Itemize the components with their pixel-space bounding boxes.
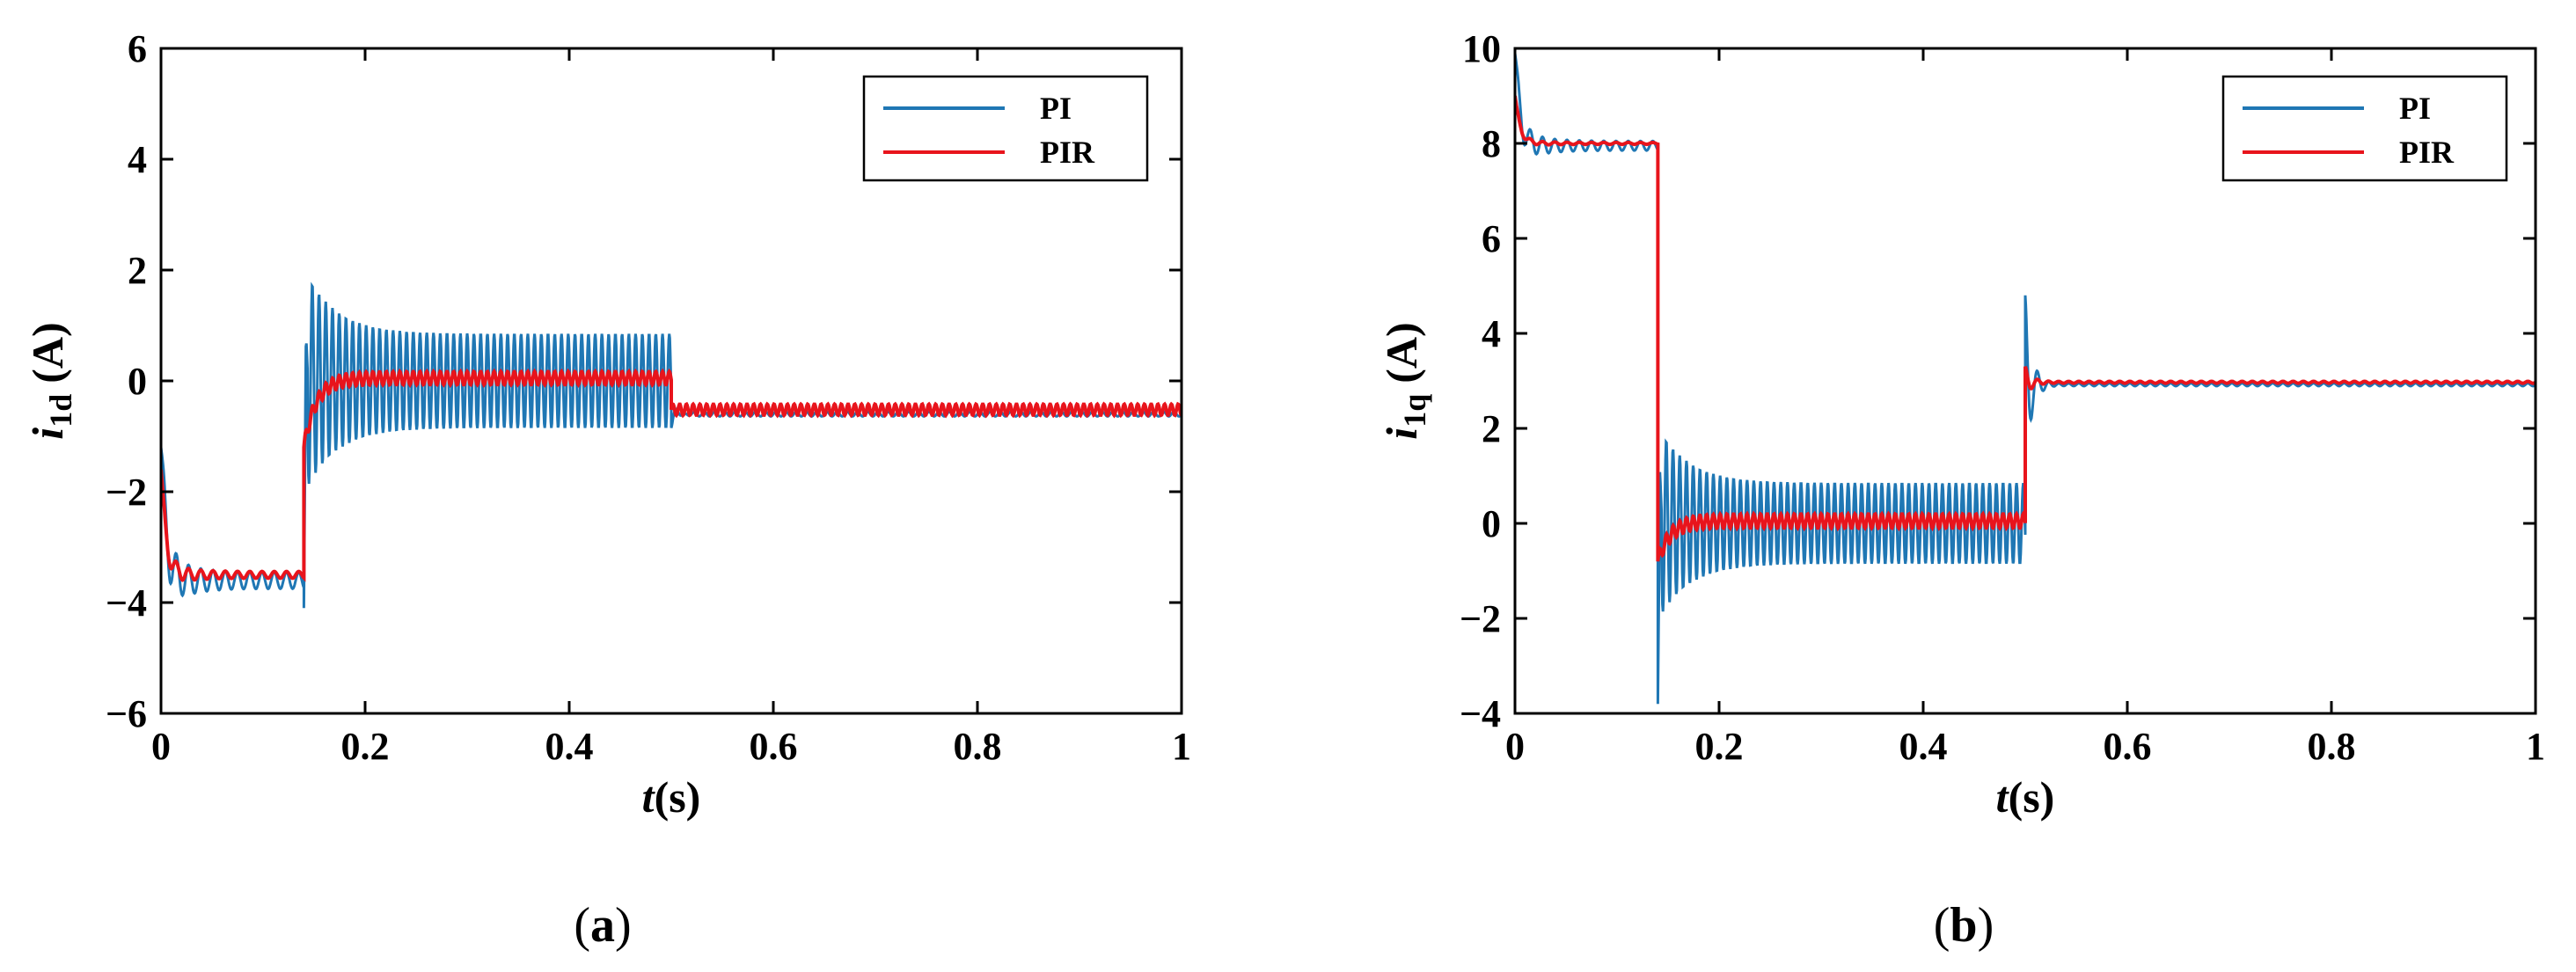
caption-close-a: ) (615, 898, 632, 953)
x-tick-label-b: 0.6 (2104, 725, 2152, 768)
x-axis-label-a: t(s) (642, 772, 701, 822)
y-tick-label-b: 6 (1482, 217, 1501, 260)
x-axis-unit-a: (s) (655, 772, 701, 822)
x-tick-label-a: 0.4 (545, 725, 594, 768)
legend-label-pi-b: PI (2399, 91, 2431, 126)
x-tick-label-b: 0.4 (1899, 725, 1948, 768)
y-axis-var-b: i (1377, 428, 1426, 440)
y-tick-label-b: 2 (1482, 407, 1501, 450)
caption-close-b: ) (1978, 898, 1994, 953)
x-tick-label-a: 0.8 (954, 725, 1002, 768)
y-tick-label-a: 0 (128, 360, 147, 403)
series-line-pi-a (161, 281, 1182, 609)
y-axis-var-a: i (23, 428, 72, 440)
legend-label-pi-a: PI (1040, 91, 1072, 126)
x-axis-var-a: t (642, 772, 656, 822)
y-tick-label-b: 4 (1482, 312, 1501, 355)
x-tick-label-b: 0.8 (2308, 725, 2356, 768)
legend-label-pir-b: PIR (2399, 135, 2455, 170)
y-tick-label-a: −6 (106, 692, 147, 735)
y-axis-label-b: i1q (A) (1377, 322, 1432, 439)
legend-box-a (862, 75, 1149, 182)
y-tick-label-a: 4 (128, 138, 147, 181)
panel-caption-b: (b) (1934, 898, 1994, 953)
x-tick-label-b: 0 (1505, 725, 1525, 768)
y-tick-label-b: 0 (1482, 502, 1501, 545)
y-tick-label-b: −2 (1460, 597, 1501, 640)
x-tick-label-a: 0 (151, 725, 171, 768)
y-axis-sub-a: 1d (43, 394, 78, 428)
x-tick-label-a: 0.2 (341, 725, 390, 768)
caption-open-a: ( (574, 898, 590, 953)
y-axis-label-a: i1d (A) (23, 322, 78, 439)
series-line-pir-b (1515, 95, 2536, 562)
legend-b: PI PIR (2221, 75, 2508, 182)
x-tick-label-b: 0.2 (1695, 725, 1744, 768)
y-axis-sub-b: 1q (1397, 394, 1432, 428)
x-axis-label-b: t(s) (1996, 772, 2055, 822)
legend-a: PI PIR (862, 75, 1149, 182)
caption-letter-b: b (1950, 898, 1977, 953)
y-tick-label-a: −4 (106, 581, 147, 625)
caption-letter-a: a (590, 898, 615, 953)
plot-frame-b (1513, 47, 2537, 715)
x-tick-label-a: 1 (1172, 725, 1191, 768)
y-tick-label-b: 8 (1482, 122, 1501, 165)
x-axis-var-b: t (1996, 772, 2010, 822)
y-tick-label-a: −2 (106, 471, 147, 514)
y-tick-label-a: 2 (128, 249, 147, 292)
y-tick-label-a: 6 (128, 27, 147, 70)
series-line-pir-a (161, 368, 1182, 582)
chart-panel-a: 0 0.2 0.4 0.6 0.8 1 −6 −4 −2 0 2 4 6 t(s) i1d (A) PI PIR (… (23, 27, 1191, 953)
y-tick-label-b: 10 (1462, 27, 1501, 70)
legend-box-b (2221, 75, 2508, 182)
y-axis-unit-b: (A) (1377, 322, 1426, 383)
x-tick-label-a: 0.6 (750, 725, 798, 768)
chart-panel-b: 0 0.2 0.4 0.6 0.8 1 −4 −2 0 2 4 6 8 10 t(s) i1q (A) PI PIR… (1377, 27, 2545, 953)
y-tick-label-b: −4 (1460, 692, 1501, 735)
y-axis-unit-a: (A) (23, 322, 72, 383)
panel-caption-a: (a) (574, 898, 631, 953)
caption-open-b: ( (1934, 898, 1950, 953)
x-tick-label-b: 1 (2526, 725, 2545, 768)
x-axis-unit-b: (s) (2009, 772, 2055, 822)
legend-label-pir-a: PIR (1040, 135, 1095, 170)
